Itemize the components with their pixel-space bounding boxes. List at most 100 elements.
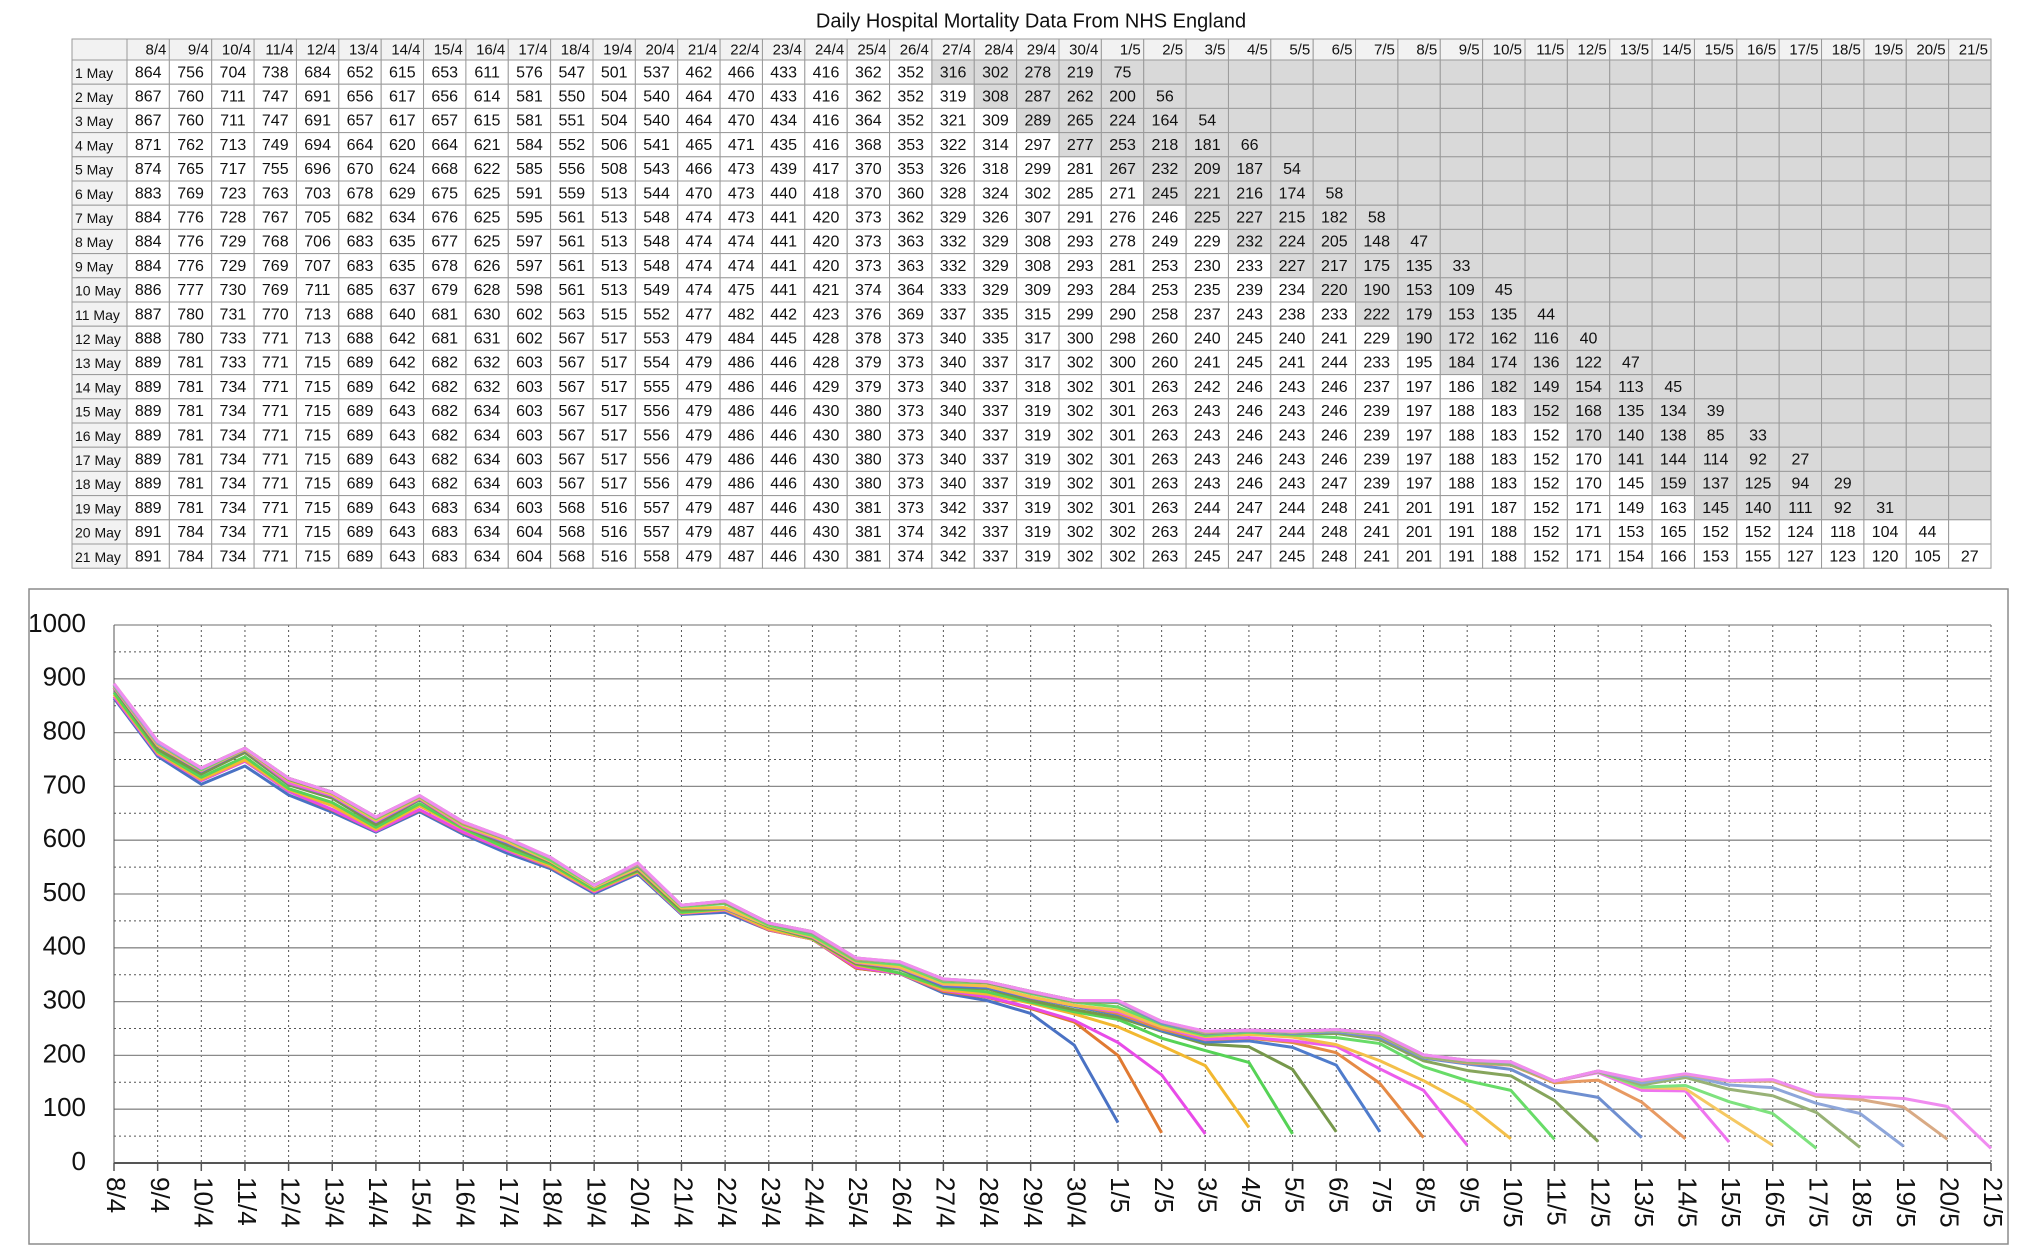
cell-value: 464 bbox=[686, 113, 713, 130]
cell-value: 58 bbox=[1368, 210, 1386, 227]
table-cell bbox=[1143, 107, 1187, 134]
table-cell bbox=[1693, 156, 1738, 182]
cell-value: 670 bbox=[347, 161, 374, 178]
cell-value: 221 bbox=[1194, 185, 1221, 202]
table-cell bbox=[1609, 83, 1653, 109]
table-cell bbox=[931, 132, 975, 158]
table-cell bbox=[1482, 180, 1526, 206]
cell-value: 430 bbox=[813, 403, 840, 420]
cell-value: 470 bbox=[686, 185, 713, 202]
cell-value: 884 bbox=[135, 210, 162, 227]
cell-value: 239 bbox=[1363, 452, 1390, 469]
table-cell bbox=[1524, 59, 1568, 85]
table-cell bbox=[1905, 325, 1950, 351]
table-cell bbox=[507, 228, 552, 255]
cell-value: 376 bbox=[855, 306, 882, 323]
table-cell bbox=[1439, 59, 1484, 85]
x-tick-label: 21/5 bbox=[1978, 1177, 2008, 1228]
cell-value: 75 bbox=[1114, 64, 1132, 81]
cell-value: 445 bbox=[770, 331, 797, 348]
cell-value: 682 bbox=[431, 452, 458, 469]
cell-value: 689 bbox=[347, 548, 374, 565]
table-cell bbox=[1693, 349, 1738, 376]
table-cell bbox=[1609, 301, 1653, 327]
table-cell bbox=[1058, 253, 1102, 279]
cell-value: 652 bbox=[347, 64, 374, 81]
cell-value: 187 bbox=[1490, 500, 1517, 517]
cell-value: 360 bbox=[897, 185, 924, 202]
table-title: Daily Hospital Mortality Data From NHS E… bbox=[816, 10, 1246, 32]
cell-value: 513 bbox=[601, 234, 628, 251]
table-cell bbox=[1948, 422, 1992, 448]
table-cell bbox=[1863, 180, 1907, 206]
cell-value: 540 bbox=[643, 113, 670, 130]
table-cell bbox=[1270, 204, 1314, 230]
cell-value: 517 bbox=[601, 403, 628, 420]
cell-value: 634 bbox=[474, 524, 501, 541]
cell-value: 188 bbox=[1448, 452, 1475, 469]
column-header: 23/4 bbox=[773, 41, 802, 58]
table-cell bbox=[1736, 228, 1780, 255]
cell-value: 352 bbox=[897, 89, 924, 106]
table-cell bbox=[1100, 228, 1145, 255]
table-cell bbox=[1270, 228, 1314, 255]
cell-value: 174 bbox=[1279, 185, 1306, 202]
cell-value: 416 bbox=[813, 113, 840, 130]
cell-value: 297 bbox=[1024, 137, 1051, 154]
table-cell bbox=[1270, 107, 1314, 134]
table-cell bbox=[1566, 107, 1611, 134]
cell-value: 704 bbox=[220, 64, 247, 81]
table-cell bbox=[1821, 349, 1865, 376]
cell-value: 152 bbox=[1533, 427, 1560, 444]
cell-value: 301 bbox=[1109, 403, 1136, 420]
cell-value: 603 bbox=[516, 500, 543, 517]
column-header: 24/4 bbox=[815, 41, 844, 58]
cell-value: 277 bbox=[1067, 137, 1094, 154]
table-cell bbox=[380, 132, 425, 158]
cell-value: 653 bbox=[431, 64, 458, 81]
cell-value: 677 bbox=[431, 234, 458, 251]
cell-value: 113 bbox=[1618, 379, 1644, 396]
table-cell bbox=[634, 204, 679, 230]
cell-value: 125 bbox=[1745, 476, 1772, 493]
cell-value: 136 bbox=[1533, 355, 1560, 372]
x-tick-label: 4/5 bbox=[1236, 1177, 1266, 1213]
cell-value: 769 bbox=[177, 185, 204, 202]
cell-value: 246 bbox=[1152, 210, 1179, 227]
cell-value: 474 bbox=[728, 234, 755, 251]
row-header: 21 May bbox=[75, 549, 121, 565]
cell-value: 642 bbox=[389, 355, 416, 372]
table-cell bbox=[1863, 277, 1907, 303]
cell-value: 550 bbox=[558, 89, 585, 106]
cell-value: 682 bbox=[431, 427, 458, 444]
table-cell bbox=[1609, 277, 1653, 303]
x-tick-label: 11/5 bbox=[1542, 1177, 1572, 1226]
cell-value: 209 bbox=[1194, 161, 1221, 178]
table-cell bbox=[380, 83, 425, 109]
cell-value: 548 bbox=[643, 210, 670, 227]
cell-value: 781 bbox=[177, 476, 204, 493]
table-cell bbox=[1905, 204, 1950, 230]
cell-value: 326 bbox=[940, 161, 967, 178]
cell-value: 771 bbox=[262, 452, 289, 469]
cell-value: 517 bbox=[601, 476, 628, 493]
table-cell bbox=[804, 59, 848, 85]
cell-value: 319 bbox=[1024, 548, 1051, 565]
cell-value: 416 bbox=[813, 137, 840, 154]
cell-value: 515 bbox=[601, 306, 628, 323]
cell-value: 319 bbox=[1024, 427, 1051, 444]
cell-value: 433 bbox=[770, 89, 797, 106]
table-cell bbox=[1016, 228, 1060, 255]
cell-value: 335 bbox=[982, 331, 1009, 348]
table-cell bbox=[1905, 422, 1950, 448]
table-cell bbox=[423, 83, 467, 109]
cell-value: 597 bbox=[516, 258, 543, 275]
cell-value: 486 bbox=[728, 476, 755, 493]
cell-value: 239 bbox=[1363, 403, 1390, 420]
cell-value: 867 bbox=[135, 89, 162, 106]
cell-value: 477 bbox=[686, 306, 713, 323]
cell-value: 643 bbox=[389, 548, 416, 565]
cell-value: 381 bbox=[855, 500, 882, 517]
x-tick-label: 15/5 bbox=[1716, 1177, 1746, 1228]
table-cell bbox=[1778, 156, 1823, 182]
